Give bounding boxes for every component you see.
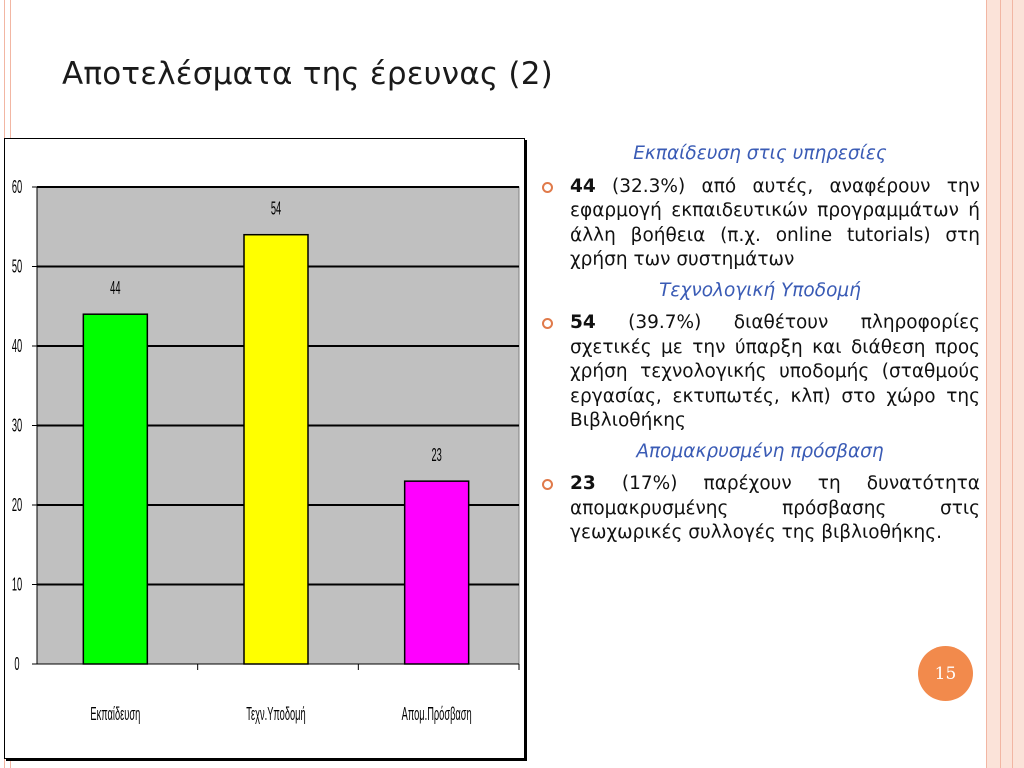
y-tick-label: 60 xyxy=(12,178,22,198)
bullet-remote-access: 23 (17%) παρέχουν τη δυνατότητα απομακρυ… xyxy=(540,472,980,546)
slide-title: Αποτελέσματα της έρευνας (2) xyxy=(62,56,553,92)
x-category-label: Εκπαίδευση xyxy=(90,705,140,725)
bullet-ring-icon xyxy=(542,181,553,193)
bullet-number: 23 xyxy=(570,473,596,494)
x-category-label: Απομ.Πρόσβαση xyxy=(402,705,472,725)
y-tick-label: 40 xyxy=(12,337,22,357)
section-heading-training: Εκπαίδευση στις υπηρεσίες xyxy=(633,143,887,164)
bullet-text: (39.7%) διαθέτουν πληροφορίες σχετικές μ… xyxy=(570,312,980,431)
y-tick-label: 50 xyxy=(12,257,22,277)
y-tick-label: 0 xyxy=(14,655,19,675)
x-category-label: Τεχν.Υποδομή xyxy=(246,705,305,725)
bullet-number: 44 xyxy=(570,175,596,197)
section-heading-remote-access: Απομακρυσμένη πρόσβαση xyxy=(636,440,884,462)
bullet-text: (17%) παρέχουν τη δυνατότητα απομακρυσμέ… xyxy=(570,473,980,543)
data-label: 23 xyxy=(431,446,441,466)
bullet-ring-icon xyxy=(542,318,553,329)
bar-chart: 0 10 20 30 40 50 60 44 Εκπαίδευση 54 Τεχν.Υποδομή 2… xyxy=(4,138,525,759)
bullet-text: (32.3%) από αυτές, αναφέρουν την εφαρμογ… xyxy=(570,175,980,271)
bullet-training: 44 (32.3%) από αυτές, αναφέρουν την εφαρ… xyxy=(540,175,980,273)
border-line-right-1 xyxy=(986,0,987,768)
data-label: 54 xyxy=(271,199,281,219)
right-decorative-band xyxy=(986,0,1024,768)
bullet-number: 54 xyxy=(570,312,596,333)
bullet-ring-icon xyxy=(542,479,553,490)
chart-canvas: 0 10 20 30 40 50 60 44 Εκπαίδευση 54 Τεχν.Υποδομή 2… xyxy=(12,178,520,725)
data-label: 44 xyxy=(110,279,120,299)
results-text: Εκπαίδευση στις υπηρεσίες 44 (32.3%) από… xyxy=(540,140,980,552)
border-line-right-3 xyxy=(1012,0,1013,768)
y-tick-label: 30 xyxy=(12,416,22,436)
bullet-infrastructure: 54 (39.7%) διαθέτουν πληροφορίες σχετικέ… xyxy=(540,311,980,434)
border-line-right-2 xyxy=(1000,0,1001,768)
section-heading-infrastructure: Τεχνολογική Υποδομή xyxy=(659,279,861,301)
bar-3 xyxy=(403,480,470,665)
y-tick-label: 10 xyxy=(12,575,22,595)
page-number-badge: 15 xyxy=(918,646,973,701)
bar-2 xyxy=(243,233,309,665)
bar-1 xyxy=(82,313,149,665)
y-tick-label: 20 xyxy=(12,496,22,516)
